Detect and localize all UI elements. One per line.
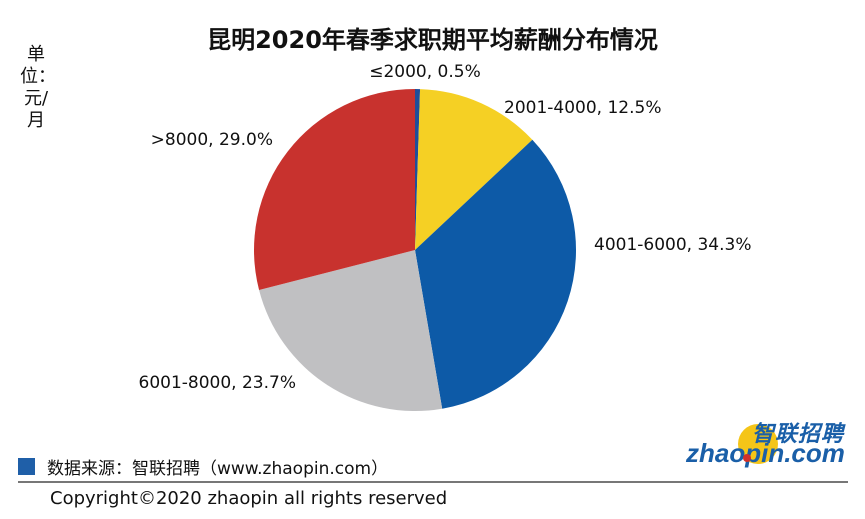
pie-slice-1 — [415, 89, 421, 250]
pie-slice-label-2: 2001-4000, 12.5% — [504, 98, 661, 118]
zhaopin-logo: 智联招聘 zhaopin.com — [680, 412, 850, 474]
pie-labels: ≤2000, 0.5% 2001-4000, 12.5% 4001-6000, 34… — [139, 62, 752, 393]
pie-slice-label-1: ≤2000, 0.5% — [369, 62, 481, 82]
pie-slice-5 — [254, 89, 415, 291]
footer-divider — [18, 481, 848, 483]
logo-cn-text: 智联招聘 — [751, 422, 844, 447]
pie-slice-3 — [415, 139, 577, 409]
logo-en-text: zhaopin.com — [686, 438, 845, 468]
logo-dot-icon — [743, 454, 751, 462]
source-text: 数据来源：智联招聘（www.zhaopin.com） — [47, 458, 389, 479]
copyright-text: Copyright©2020 zhaopin all rights reserv… — [50, 488, 448, 509]
pie-slice-label-3: 4001-6000, 34.3% — [594, 235, 751, 255]
pie-chart: ≤2000, 0.5% 2001-4000, 12.5% 4001-6000, 34… — [139, 62, 752, 411]
pie-slice-label-5: >8000, 29.0% — [151, 130, 273, 150]
pie-slice-2 — [415, 89, 533, 251]
chart-title: 昆明2020年春季求职期平均薪酬分布情况 — [207, 26, 658, 54]
pie-slices — [254, 89, 577, 411]
pie-slice-label-4: 6001-8000, 23.7% — [139, 373, 296, 393]
source-note: 数据来源：智联招聘（www.zhaopin.com） — [18, 456, 389, 479]
unit-label: 单位：元/月 — [20, 44, 56, 131]
source-marker-icon — [18, 457, 35, 475]
pie-slice-4 — [259, 250, 443, 411]
